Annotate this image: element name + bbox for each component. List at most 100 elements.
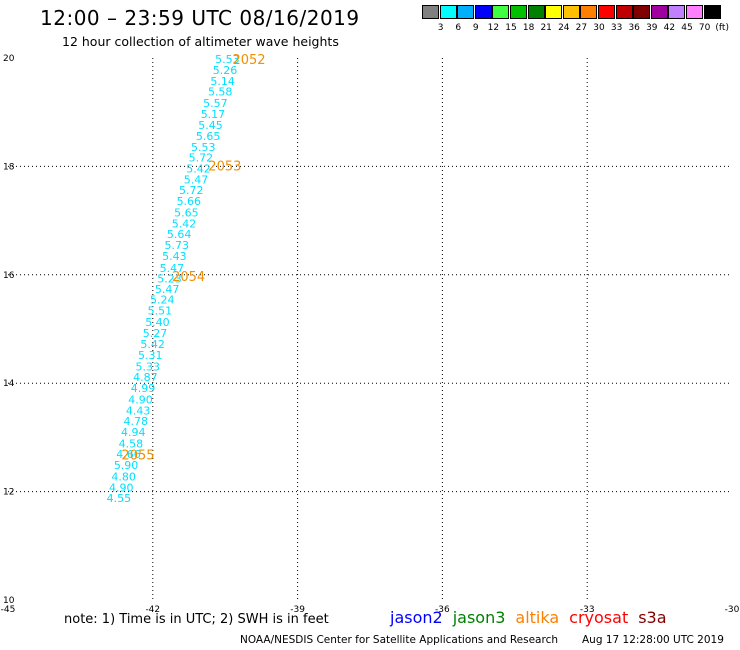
data-point-label: 5.73 xyxy=(165,239,190,252)
data-point-label: 5.72 xyxy=(179,184,204,197)
legend-entry: jason3 xyxy=(452,608,506,627)
data-point-label: 5.42 xyxy=(140,338,165,351)
data-point-label: 5.33 xyxy=(136,360,161,373)
y-tick-label: 16 xyxy=(3,271,15,281)
color-swatch xyxy=(686,5,703,19)
pass-annotation: 2054 xyxy=(172,270,205,285)
legend-entry: s3a xyxy=(638,608,667,627)
data-point-label: 5.90 xyxy=(114,459,139,472)
data-point-label: 5.47 xyxy=(160,262,185,275)
pass-annotation: 2053 xyxy=(208,159,241,174)
color-swatch xyxy=(615,5,633,19)
color-swatch xyxy=(562,5,580,19)
legend-entry: altika xyxy=(515,608,560,627)
data-point-label: 5.65 xyxy=(174,206,199,219)
pass-annotation: 2055 xyxy=(121,449,154,464)
color-scale-label: (ft) xyxy=(715,23,729,33)
legend-entry: jason2 xyxy=(390,608,443,627)
data-point-label: 4.66 xyxy=(116,448,141,461)
color-swatch xyxy=(703,5,721,19)
color-swatch xyxy=(492,5,510,19)
data-point-label: 5.42 xyxy=(186,163,211,176)
data-point-label: 5.65 xyxy=(196,130,221,143)
color-scale-label: 15 xyxy=(505,23,517,33)
color-scale-label: 12 xyxy=(487,23,500,33)
legend-entry: cryosat xyxy=(569,608,629,627)
data-point-label: 5.66 xyxy=(177,195,202,208)
color-swatch xyxy=(527,5,545,19)
color-scale-label: 33 xyxy=(610,23,623,33)
y-tick-label: 10 xyxy=(3,596,15,606)
data-point-label: 5.72 xyxy=(189,152,214,165)
color-swatch xyxy=(580,5,598,19)
data-point-label: 5.43 xyxy=(162,250,187,263)
x-tick-label: -30 xyxy=(725,605,740,615)
color-swatch xyxy=(545,5,563,19)
color-scale-label: 36 xyxy=(628,23,640,33)
y-tick-label: 12 xyxy=(3,488,14,498)
data-point-label: 5.14 xyxy=(210,75,235,88)
data-point-label: 5.26 xyxy=(213,64,238,77)
pass-annotation: 2052 xyxy=(232,53,265,68)
data-point-label: 5.57 xyxy=(203,97,228,110)
y-tick-label: 14 xyxy=(3,379,15,389)
credit: NOAA/NESDIS Center for Satellite Applica… xyxy=(240,634,558,646)
timestamp: Aug 17 12:28:00 UTC 2019 xyxy=(582,634,724,646)
data-point-label: 4.55 xyxy=(107,492,132,505)
data-point-label: 5.45 xyxy=(198,119,223,132)
color-swatch xyxy=(439,5,457,19)
data-point-label: 5.24 xyxy=(150,294,175,307)
color-scale-label: 45 xyxy=(681,23,693,33)
color-swatch xyxy=(457,5,475,19)
data-point-label: 5.53 xyxy=(215,53,240,66)
x-tick-label: -45 xyxy=(1,605,16,615)
data-point-label: 5.31 xyxy=(138,349,163,362)
color-scale-label: 9 xyxy=(472,23,479,33)
data-point-label: 5.27 xyxy=(143,327,168,340)
x-tick-label: -39 xyxy=(290,605,305,615)
data-point-label: 4.43 xyxy=(126,404,151,417)
data-point-label: 5.58 xyxy=(208,86,233,99)
data-point-label: 4.90 xyxy=(128,393,153,406)
color-scale-label: 3 xyxy=(437,23,444,33)
data-point-label: 4.90 xyxy=(109,481,134,494)
y-tick-label: 20 xyxy=(3,54,15,64)
data-point-label: 4.80 xyxy=(111,470,136,483)
data-point-label: 4.87 xyxy=(133,371,158,384)
note: note: 1) Time is in UTC; 2) SWH is in fe… xyxy=(64,612,329,627)
page-subtitle: 12 hour collection of altimeter wave hei… xyxy=(62,34,339,49)
color-scale-label: 30 xyxy=(593,23,605,33)
color-scale-label: 6 xyxy=(455,23,462,33)
data-point-label: 4.58 xyxy=(119,437,144,450)
color-swatch xyxy=(510,5,527,19)
color-scale-label: 70 xyxy=(698,23,711,33)
data-point-label: 5.47 xyxy=(155,283,180,296)
x-tick-label: -42 xyxy=(145,605,160,615)
color-scale-label: 21 xyxy=(540,23,552,33)
data-point-label: 5.17 xyxy=(201,108,226,121)
color-scale-label: 42 xyxy=(663,23,676,33)
color-swatch xyxy=(650,5,668,19)
data-point-label: 4.78 xyxy=(123,415,148,428)
x-tick-label: -36 xyxy=(435,605,450,615)
color-scale-label: 27 xyxy=(575,23,588,33)
color-scale-label: 39 xyxy=(646,23,658,33)
data-point-label: 4.99 xyxy=(131,382,156,395)
color-swatch xyxy=(474,5,492,19)
x-tick-label: -33 xyxy=(580,605,595,615)
data-point-label: 5.64 xyxy=(167,228,192,241)
color-swatch xyxy=(598,5,615,19)
color-scale-label: 18 xyxy=(522,23,535,33)
color-swatch xyxy=(668,5,686,19)
page-title: 12:00 – 23:59 UTC 08/16/2019 xyxy=(40,6,360,30)
color-swatch xyxy=(633,5,651,19)
data-point-label: 5.42 xyxy=(172,217,197,230)
data-point-label: 5.40 xyxy=(145,316,170,329)
color-swatch xyxy=(422,5,439,19)
data-point-label: 5.23 xyxy=(157,273,182,286)
data-point-label: 5.53 xyxy=(191,141,216,154)
color-scale-label: 24 xyxy=(558,23,570,33)
data-point-label: 5.51 xyxy=(148,305,173,318)
y-tick-label: 18 xyxy=(3,162,15,172)
